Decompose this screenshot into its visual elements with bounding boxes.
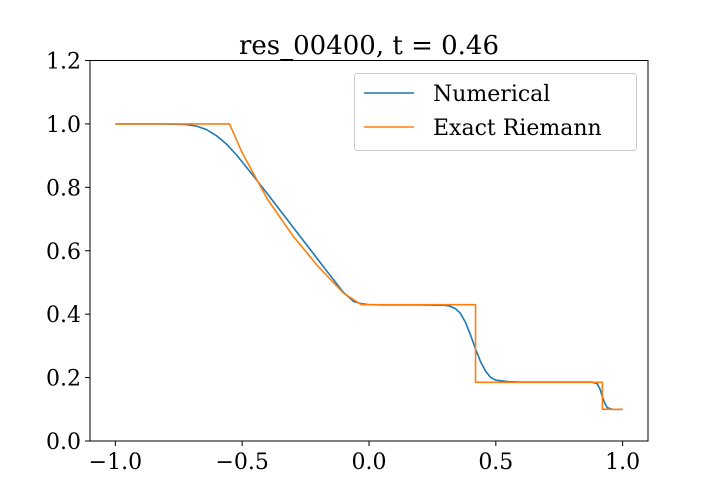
plot-lines (115, 123, 623, 411)
chart-title: res_00400, t = 0.46 (239, 31, 499, 61)
y-tick-label: 0.6 (46, 240, 81, 265)
legend-box (354, 73, 637, 151)
x-tick-label: 0.0 (352, 450, 387, 475)
legend: Numerical Exact Riemann (354, 73, 637, 151)
x-tick-label: −0.5 (215, 450, 268, 475)
y-tick-label: 0.0 (46, 430, 81, 455)
y-tick-label: 0.2 (46, 367, 81, 392)
legend-label-numerical: Numerical (433, 82, 550, 107)
y-tick-label: 0.8 (46, 176, 81, 201)
y-tick-label: 1.0 (46, 113, 81, 138)
y-axis: 0.0 0.2 0.4 0.6 0.8 1.0 1.2 (46, 50, 90, 455)
series-line-numerical (115, 123, 623, 411)
y-tick-label: 1.2 (46, 50, 81, 75)
x-tick-label: −1.0 (89, 450, 142, 475)
series-line-exact-riemann (115, 123, 623, 411)
x-tick-label: 0.5 (478, 450, 513, 475)
legend-label-exact-riemann: Exact Riemann (433, 116, 602, 141)
x-axis: −1.0 −0.5 0.0 0.5 1.0 (89, 441, 640, 475)
y-tick-label: 0.4 (46, 303, 81, 328)
x-tick-label: 1.0 (605, 450, 640, 475)
